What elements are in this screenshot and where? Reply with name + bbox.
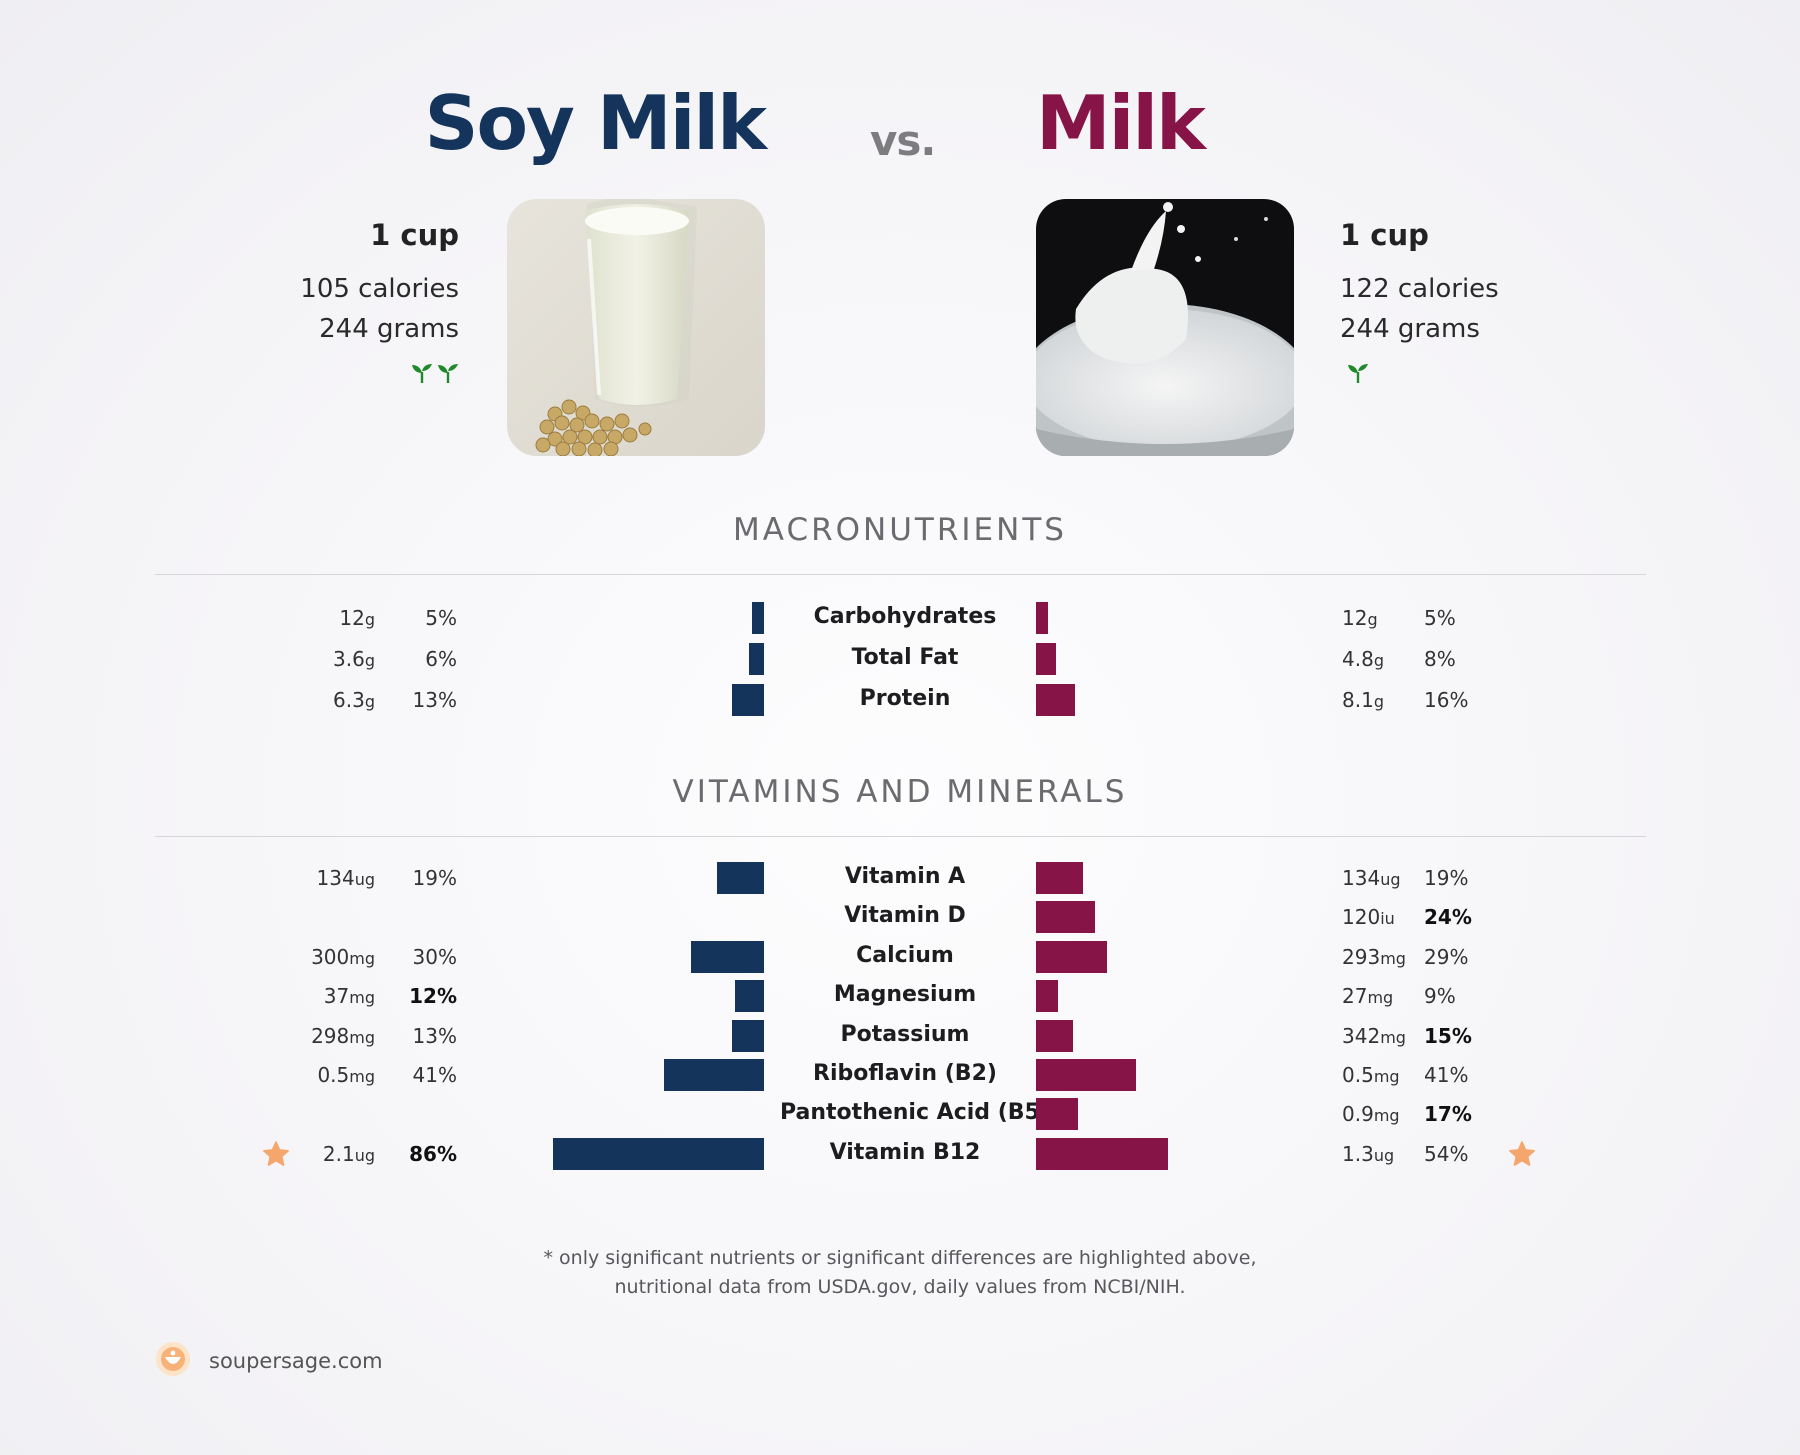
left-food-title: Soy Milk (424, 79, 767, 167)
right-percent: 24% (1424, 905, 1472, 930)
right-amount: 342mg (1342, 1023, 1406, 1048)
right-bar (1036, 643, 1056, 675)
left-bar (732, 684, 764, 716)
right-grams: 244 grams (1340, 314, 1480, 344)
brand[interactable]: soupersage.com (155, 1341, 383, 1381)
nutrient-label: Riboflavin (B2) (813, 1061, 997, 1086)
nutrient-label: Total Fat (851, 645, 959, 670)
left-sprout-rating (411, 362, 459, 384)
nutrient-label: Carbohydrates (813, 604, 997, 629)
sprout-icon (437, 362, 459, 384)
left-amount: 37mg (323, 984, 375, 1009)
left-amount: 300mg (311, 944, 375, 969)
left-calories: 105 calories (300, 274, 459, 304)
right-bar (1036, 940, 1108, 973)
right-amount: 27mg (1342, 984, 1394, 1009)
right-amount: 12g (1342, 606, 1378, 630)
right-amount: 8.1g (1342, 688, 1384, 712)
left-amount: 2.1ug (322, 1141, 375, 1166)
right-bar (1036, 602, 1049, 634)
left-amount: 12g (339, 606, 375, 630)
nutrient-label: Protein (859, 686, 951, 711)
right-percent: 16% (1424, 688, 1469, 712)
left-amount: 3.6g (333, 647, 375, 671)
right-bar (1036, 901, 1095, 934)
right-percent: 8% (1424, 647, 1456, 671)
right-bar (1036, 1019, 1073, 1052)
vs-label: vs. (870, 116, 936, 165)
right-bar (1036, 1098, 1078, 1131)
left-percent: 12% (409, 984, 457, 1009)
right-amount: 120iu (1342, 905, 1395, 930)
left-amount: 0.5mg (317, 1063, 375, 1087)
right-amount: 1.3ug (1342, 1141, 1395, 1166)
left-bar (732, 1019, 764, 1052)
left-percent: 19% (412, 866, 457, 890)
right-percent: 15% (1424, 1023, 1472, 1048)
right-bar (1036, 1059, 1137, 1091)
right-percent: 41% (1424, 1063, 1469, 1087)
left-bar (663, 1059, 764, 1091)
left-serving: 1 cup (370, 218, 459, 252)
right-percent: 9% (1424, 984, 1456, 1009)
left-grams: 244 grams (319, 314, 459, 344)
left-percent: 13% (412, 688, 457, 712)
left-percent: 13% (412, 1023, 457, 1048)
right-sprout-rating (1347, 362, 1369, 384)
macronutrients-divider (155, 574, 1646, 575)
right-bar (1036, 684, 1076, 716)
right-amount: 0.9mg (1342, 1102, 1400, 1127)
nutrient-label: Magnesium (833, 982, 977, 1008)
sprout-icon (411, 362, 433, 384)
left-percent: 41% (412, 1063, 457, 1087)
vitamins-divider (155, 836, 1646, 837)
right-bar (1036, 980, 1059, 1013)
right-percent: 29% (1424, 944, 1469, 969)
nutrient-label: Vitamin A (844, 864, 966, 889)
right-calories: 122 calories (1340, 274, 1499, 304)
left-amount: 6.3g (333, 688, 375, 712)
nutrient-label: Calcium (856, 942, 954, 968)
left-bar (749, 643, 764, 675)
right-percent: 19% (1424, 866, 1469, 890)
milk-photo (1036, 199, 1294, 456)
left-bar (690, 940, 764, 973)
star-icon (262, 1140, 290, 1172)
footnote-line-1: * only significant nutrients or signific… (543, 1247, 1257, 1269)
left-bar (717, 862, 764, 894)
nutrient-label: Pantothenic Acid (B5) (780, 1100, 1050, 1126)
star-icon (1508, 1140, 1536, 1172)
footnote-line-2: nutritional data from USDA.gov, daily va… (614, 1276, 1186, 1298)
right-serving: 1 cup (1340, 218, 1429, 252)
soupersage-logo-icon (155, 1341, 191, 1381)
left-amount: 134ug (316, 866, 375, 890)
right-percent: 17% (1424, 1102, 1472, 1127)
sprout-icon (1347, 362, 1369, 384)
nutrient-label: Potassium (840, 1021, 970, 1047)
macronutrients-heading: MACRONUTRIENTS (733, 512, 1067, 548)
right-percent: 5% (1424, 606, 1456, 630)
right-amount: 4.8g (1342, 647, 1384, 671)
vitamins-heading: VITAMINS AND MINERALS (672, 774, 1128, 810)
left-amount: 298mg (311, 1023, 375, 1048)
right-bar (1036, 862, 1083, 894)
nutrient-label: Vitamin B12 (829, 1139, 981, 1165)
nutrient-label: Vitamin D (844, 903, 966, 929)
right-amount: 134ug (1342, 866, 1401, 890)
soy-milk-photo (507, 199, 765, 456)
right-bar (1036, 1137, 1169, 1170)
right-food-title: Milk (1036, 79, 1206, 167)
left-percent: 30% (412, 944, 457, 969)
right-amount: 0.5mg (1342, 1063, 1400, 1087)
right-percent: 54% (1424, 1141, 1469, 1166)
left-percent: 6% (425, 647, 457, 671)
right-amount: 293mg (1342, 944, 1406, 969)
left-bar (734, 980, 764, 1013)
left-bar (751, 602, 764, 634)
brand-text: soupersage.com (209, 1349, 383, 1373)
left-percent: 86% (409, 1141, 457, 1166)
left-percent: 5% (425, 606, 457, 630)
left-bar (553, 1137, 764, 1170)
